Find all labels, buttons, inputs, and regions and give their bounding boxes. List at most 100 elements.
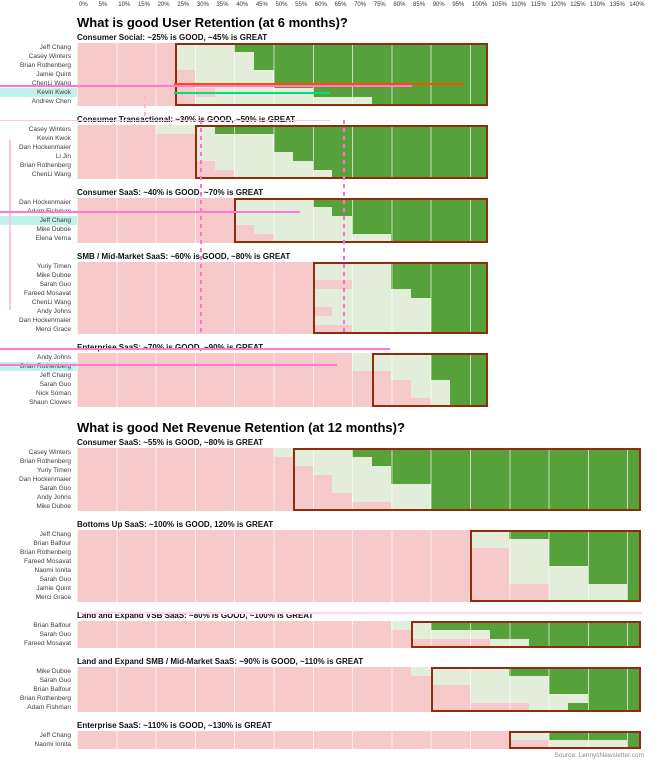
retention-range-bar[interactable] [77, 152, 642, 161]
retention-range-bar[interactable] [77, 639, 642, 648]
retention-range-bar[interactable] [77, 70, 642, 79]
retention-range-bar[interactable] [77, 703, 642, 712]
contributor-row: Shaun Clowes [0, 398, 642, 407]
bar-segment-good-to-great [175, 43, 235, 52]
contributor-row: Elena Verna [0, 234, 642, 243]
bar-segment-below-good [77, 557, 510, 566]
group-benchmark-label: Consumer Transactional: ~30% is GOOD, ~5… [77, 115, 296, 124]
contributor-row: Mike Duboe [0, 502, 642, 511]
bar-segment-good-to-great [509, 575, 588, 584]
retention-range-bar[interactable] [77, 88, 642, 97]
contributor-row: Fareed Mosavat [0, 639, 642, 648]
retention-range-bar[interactable] [77, 161, 642, 170]
bar-segment-below-good [77, 548, 510, 557]
retention-range-bar[interactable] [77, 143, 642, 152]
retention-range-bar[interactable] [77, 371, 642, 380]
retention-range-bar[interactable] [77, 630, 642, 639]
bar-segment-great-plus [253, 61, 488, 70]
retention-range-bar[interactable] [77, 380, 642, 389]
retention-range-bar[interactable] [77, 170, 642, 179]
retention-range-bar[interactable] [77, 271, 642, 280]
retention-range-bar[interactable] [77, 216, 642, 225]
contributor-name: Jeff Chang [39, 531, 71, 538]
retention-range-bar[interactable] [77, 307, 642, 316]
group-benchmark-label: Enterprise SaaS: ~110% is GOOD, ~130% is… [77, 721, 272, 730]
contributor-name: Dan Hockenmaier [18, 199, 71, 206]
retention-range-bar[interactable] [77, 362, 642, 371]
retention-range-bar[interactable] [77, 52, 642, 61]
axis-tick-label: 5% [98, 2, 108, 8]
retention-range-bar[interactable] [77, 740, 642, 749]
retention-range-bar[interactable] [77, 694, 642, 703]
retention-range-bar[interactable] [77, 493, 642, 502]
retention-range-bar[interactable] [77, 676, 642, 685]
retention-range-bar[interactable] [77, 539, 642, 548]
retention-range-bar[interactable] [77, 557, 642, 566]
bar-segment-great-plus [312, 88, 488, 97]
bar-segment-great-plus [430, 307, 488, 316]
retention-range-bar[interactable] [77, 262, 642, 271]
retention-range-bar[interactable] [77, 502, 642, 511]
retention-range-bar[interactable] [77, 448, 642, 457]
axis-tick-label: 135% [609, 2, 625, 8]
retention-range-bar[interactable] [77, 584, 642, 593]
retention-range-bar[interactable] [77, 457, 642, 466]
retention-range-bar[interactable] [77, 548, 642, 557]
bar-segment-below-good [77, 371, 392, 380]
retention-range-bar[interactable] [77, 621, 642, 630]
retention-range-bar[interactable] [77, 398, 642, 407]
contributor-row: Naomi Ionita [0, 740, 642, 749]
retention-range-bar[interactable] [77, 475, 642, 484]
retention-range-bar[interactable] [77, 225, 642, 234]
retention-range-bar[interactable] [77, 530, 642, 539]
contributor-row: Dan Hockenmaier [0, 143, 642, 152]
bar-segment-below-good [77, 493, 353, 502]
retention-range-bar[interactable] [77, 97, 642, 106]
contributor-name: Naomi Ionita [34, 741, 72, 748]
retention-range-bar[interactable] [77, 466, 642, 475]
retention-range-bar[interactable] [77, 575, 642, 584]
contributor-row: Jeff Chang [0, 530, 642, 539]
bar-segment-below-good [77, 639, 490, 648]
retention-range-bar[interactable] [77, 234, 642, 243]
retention-range-bar[interactable] [77, 389, 642, 398]
contributor-row: Brian Rothenberg [0, 548, 642, 557]
retention-range-bar[interactable] [77, 731, 642, 740]
contributor-name: Fareed Mosavat [24, 290, 71, 297]
retention-range-bar[interactable] [77, 289, 642, 298]
retention-range-bar[interactable] [77, 134, 642, 143]
retention-range-bar[interactable] [77, 298, 642, 307]
axis-tick-label: 60% [314, 2, 327, 8]
bar-segment-below-good [77, 79, 195, 88]
axis-tick-label: 30% [196, 2, 209, 8]
contributor-name: Sarah Guo [39, 381, 71, 388]
bar-segment-below-good [77, 161, 215, 170]
retention-range-bar[interactable] [77, 280, 642, 289]
retention-range-bar[interactable] [77, 353, 642, 362]
contributor-name: Brian Balfour [33, 686, 71, 693]
retention-range-bar[interactable] [77, 125, 642, 134]
bar-segment-great-plus [587, 694, 641, 703]
bar-segment-great-plus [430, 353, 488, 362]
retention-range-bar[interactable] [77, 484, 642, 493]
contributor-row: Casey Winters [0, 125, 642, 134]
axis-tick-label: 75% [373, 2, 386, 8]
retention-range-bar[interactable] [77, 61, 642, 70]
retention-range-bar[interactable] [77, 79, 642, 88]
retention-range-bar[interactable] [77, 685, 642, 694]
axis-tick-label: 120% [550, 2, 566, 8]
retention-range-bar[interactable] [77, 43, 642, 52]
retention-range-bar[interactable] [77, 325, 642, 334]
retention-range-bar[interactable] [77, 316, 642, 325]
retention-range-bar[interactable] [77, 566, 642, 575]
retention-range-bar[interactable] [77, 593, 642, 602]
contributor-row: Brian Balfour [0, 685, 642, 694]
bar-segment-good-to-great [352, 493, 431, 502]
axis-tick-label: 0% [79, 2, 88, 8]
retention-range-bar[interactable] [77, 198, 642, 207]
retention-range-bar[interactable] [77, 207, 642, 216]
contributor-row: Mike Duboe [0, 667, 642, 676]
contributor-name: Nick Soman [35, 390, 71, 397]
bar-segment-great-plus [627, 593, 641, 602]
retention-range-bar[interactable] [77, 667, 642, 676]
